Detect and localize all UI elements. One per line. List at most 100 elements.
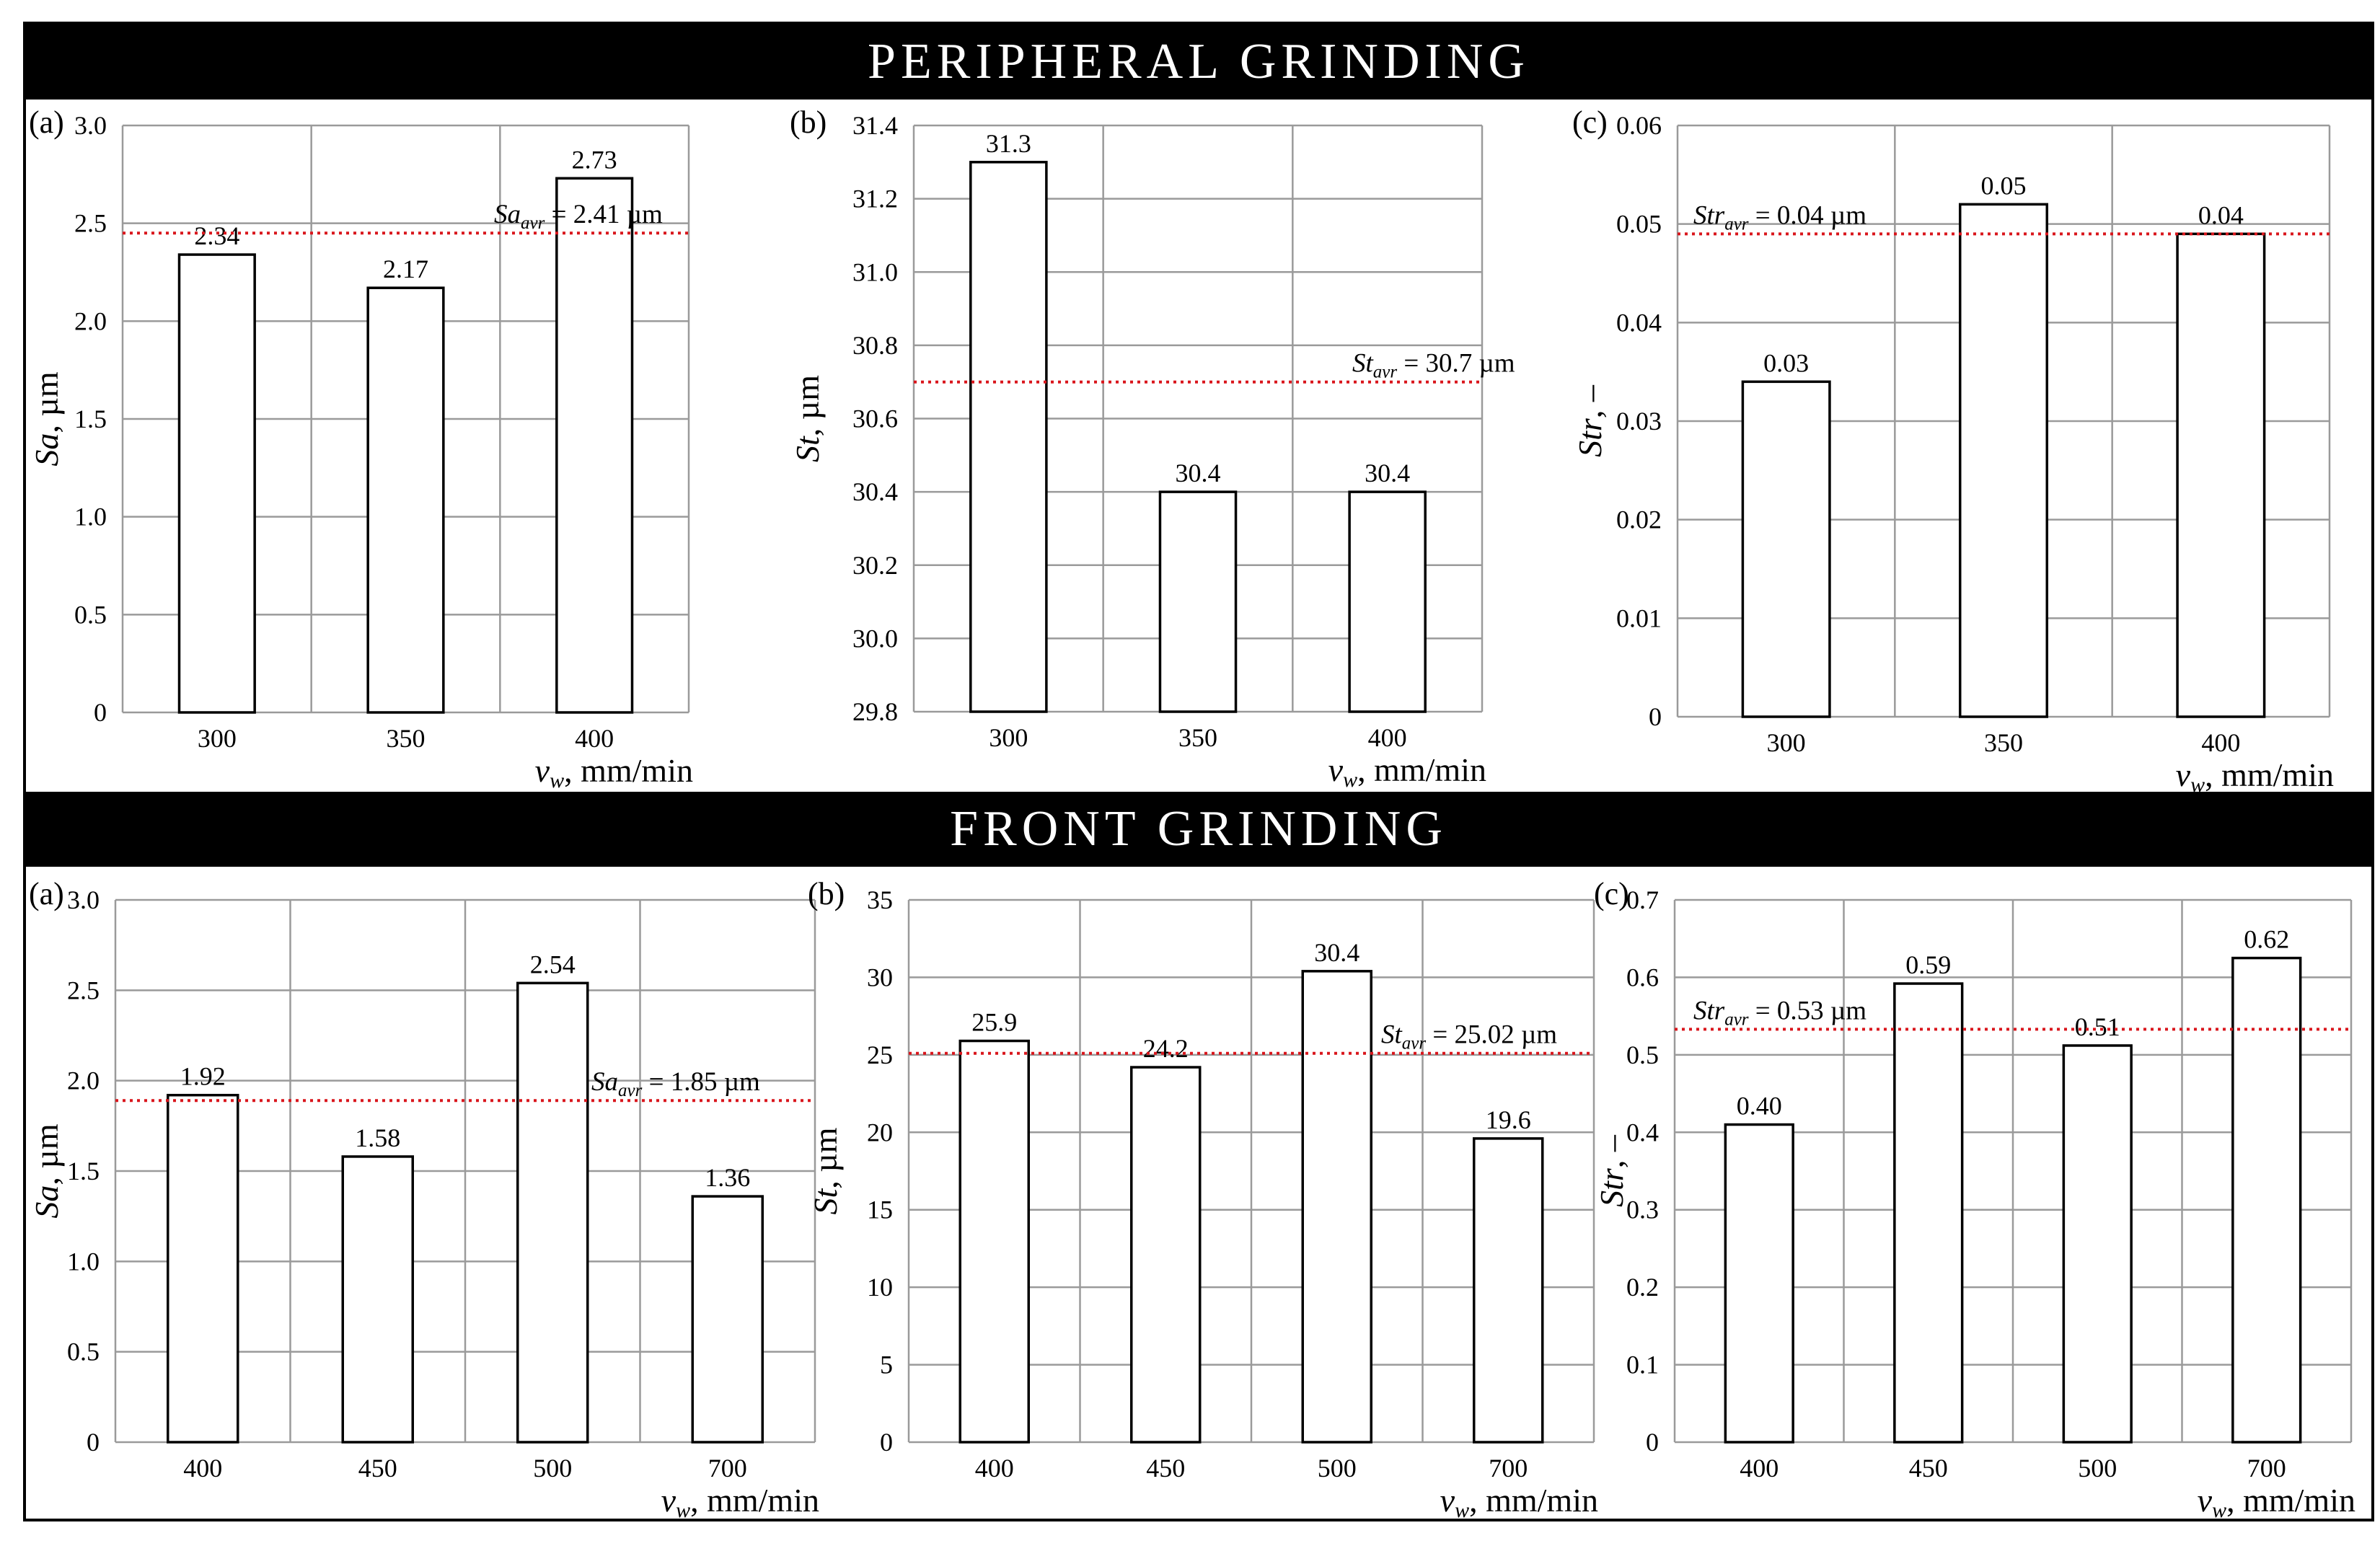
y-tick-label: 0 [87,1428,100,1457]
section-title-front: FRONT GRINDING [26,792,2371,867]
x-tick-label: 450 [1146,1454,1185,1483]
bar-value-label: 2.17 [383,255,428,283]
bar [1473,1137,1544,1444]
average-label: Stravr = 0.53 µm [1693,996,1866,1029]
bar [177,253,256,714]
bar [969,161,1048,713]
bar [341,1155,414,1444]
y-tick-label: 1.0 [67,1247,100,1276]
x-tick-label: 350 [1178,723,1217,752]
panel-label: (b) [808,876,845,911]
bar-value-label: 30.4 [1314,938,1359,967]
chart-peripheral-sa: (a) 0 0.5 1.0 1.5 2.0 2.5 3.0 2.34 300 2.17 350 2.73… [28,105,693,792]
x-tick-label: 700 [1489,1454,1528,1483]
y-tick-label: 1.5 [74,405,107,433]
x-tick-label: 300 [989,723,1028,752]
x-tick-label: 500 [2078,1454,2117,1483]
bar-value-label: 0.51 [2075,1012,2120,1041]
x-tick-label: 400 [975,1454,1014,1483]
y-axis-label: Str, – [1572,384,1608,457]
y-tick-label: 0 [880,1428,893,1457]
x-tick-label: 500 [1318,1454,1357,1483]
y-tick-label: 0.4 [1626,1118,1659,1147]
y-tick-label: 30 [867,963,893,991]
y-tick-label: 31.2 [852,185,898,213]
bar-value-label: 0.05 [1981,171,2027,200]
y-tick-label: 0.5 [1626,1041,1659,1069]
x-axis-label: vw, mm/min [661,1482,819,1522]
x-tick-label: 400 [2201,728,2240,757]
y-axis-label: St, µm [807,1127,844,1214]
bar-value-label: 0.40 [1737,1092,1782,1121]
y-tick-label: 0.5 [67,1338,100,1366]
y-tick-label: 31.4 [852,111,898,140]
average-label: Stravr = 0.04 µm [1693,200,1866,234]
y-tick-label: 0.02 [1616,505,1662,534]
y-tick-label: 30.8 [852,331,898,360]
panel-label: (c) [1594,876,1629,911]
panel-label: (a) [29,105,64,140]
panel-label: (c) [1572,105,1608,140]
bar [555,177,634,714]
y-axis-label: St, µm [789,375,826,462]
bar-value-label: 30.4 [1365,459,1410,487]
y-tick-label: 0 [1646,1428,1659,1457]
x-axis-label: vw, mm/min [2176,756,2334,797]
chart-peripheral-str: (c) 0 0.01 0.02 0.03 0.04 0.05 0.06 0.03 300 0.05 3… [1572,105,2334,797]
y-tick-label: 30.6 [852,405,898,433]
bar-value-label: 30.4 [1176,459,1221,487]
bar-value-label: 25.9 [971,1008,1017,1037]
x-tick-label: 500 [533,1454,572,1483]
average-label: Stavr = 30.7 µm [1352,349,1515,382]
y-tick-label: 5 [880,1351,893,1379]
x-tick-label: 400 [1368,723,1407,752]
y-tick-label: 3.0 [74,111,107,140]
x-tick-label: 400 [1740,1454,1779,1483]
x-tick-label: 400 [183,1454,222,1483]
y-tick-label: 30.2 [852,551,898,580]
bar-value-label: 24.2 [1143,1034,1189,1063]
panel-label: (a) [29,876,64,911]
y-tick-label: 0.06 [1616,111,1662,140]
bar [1958,203,2049,718]
x-axis-label: vw, mm/min [1440,1482,1598,1522]
bar [1301,970,1372,1444]
y-tick-label: 0.04 [1616,308,1662,337]
x-tick-label: 300 [1767,728,1806,757]
chart-front-str: (c) 0 0.1 0.2 0.3 0.4 0.5 0.6 0.7 0.40 400 0.59 450 0… [1593,876,2355,1522]
bar-value-label: 1.58 [355,1123,400,1152]
bar [2176,232,2266,718]
x-axis-label: vw, mm/min [535,752,693,792]
y-axis-label: Sa, µm [28,371,65,467]
y-tick-label: 0.6 [1626,963,1659,991]
y-tick-label: 29.8 [852,697,898,726]
bar-value-label: 1.36 [705,1163,750,1192]
average-label: Stavr = 25.02 µm [1381,1020,1557,1054]
chart-front-sa: (a) 0 0.5 1.0 1.5 2.0 2.5 3.0 1.92 400 1.58 450 2.54… [28,876,819,1522]
bar [366,286,445,714]
x-tick-label: 700 [708,1454,747,1483]
y-tick-label: 3.0 [67,885,100,914]
y-tick-label: 10 [867,1273,893,1302]
bar [1130,1066,1202,1444]
bar-value-label: 0.62 [2244,925,2289,954]
bar [2231,956,2302,1444]
x-tick-label: 350 [387,724,426,753]
bar-value-label: 31.3 [986,129,1031,158]
y-tick-label: 1.5 [67,1157,100,1185]
y-tick-label: 0.5 [74,600,107,629]
y-tick-label: 25 [867,1041,893,1069]
x-tick-label: 450 [1909,1454,1948,1483]
average-label: Saavr = 1.85 µm [591,1067,760,1100]
chart-peripheral-st: (b) 29.8 30.0 30.2 30.4 30.6 30.8 31.0 31.2 31.4 3… [789,105,1515,792]
x-tick-label: 400 [575,724,614,753]
y-tick-label: 15 [867,1196,893,1224]
y-tick-label: 20 [867,1118,893,1147]
x-axis-label: vw, mm/min [2198,1482,2355,1522]
panel-label: (b) [790,105,827,140]
x-tick-label: 350 [1984,728,2023,757]
y-tick-label: 2.0 [67,1066,100,1095]
y-tick-label: 0.1 [1626,1351,1659,1379]
y-tick-label: 1.0 [74,503,107,531]
section-title-peripheral: PERIPHERAL GRINDING [26,25,2371,100]
